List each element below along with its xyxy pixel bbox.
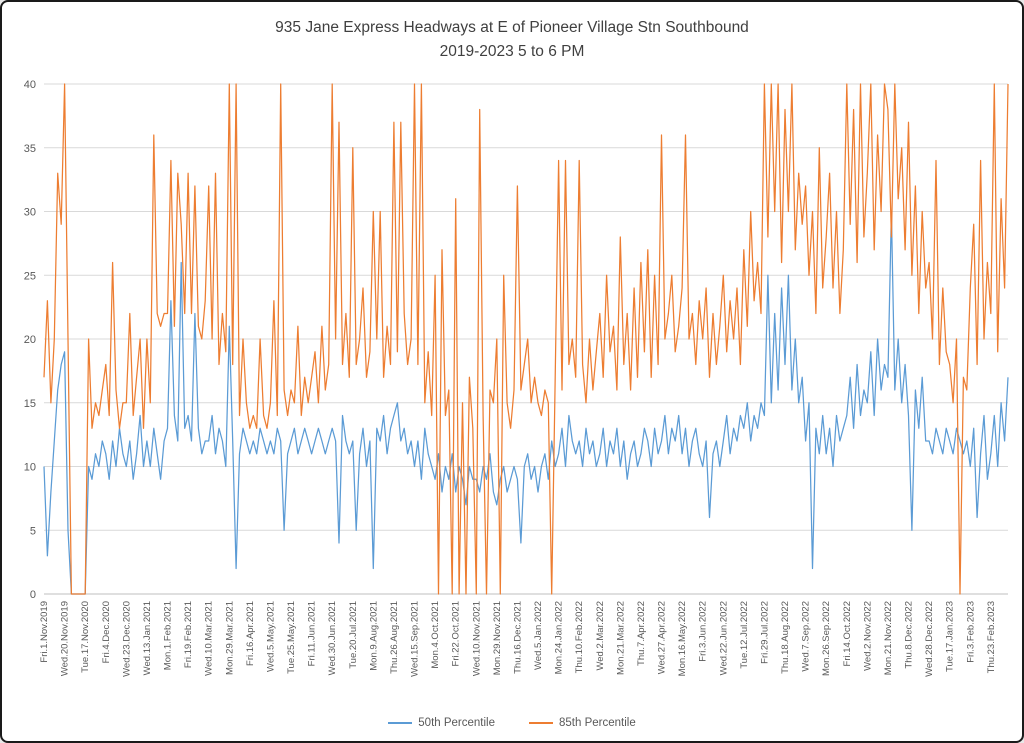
x-tick-label: Wed.7.Sep.2022 [801,601,812,672]
y-tick-label: 15 [24,398,36,410]
x-tick-label: Fri.14.Oct.2022 [842,601,853,666]
x-tick-label: Wed.30.Jun.2021 [327,601,338,675]
legend-item-50th-percentile: 50th Percentile [388,717,495,729]
series-line-50th [43,210,1009,595]
x-tick-label: Fri.3.Jun.2022 [698,601,709,662]
y-tick-label: 5 [30,525,36,537]
legend-label-85th: 85th Percentile [559,717,636,729]
y-tick-label: 35 [24,143,36,155]
x-tick-label: Wed.15.Sep.2021 [410,601,421,677]
x-tick-label: Wed.5.Jan.2022 [533,601,544,670]
y-tick-label: 20 [24,334,36,346]
x-tick-label: Fri.1.Nov.2019 [39,601,50,663]
x-tick-label: Fri.19.Feb.2021 [183,601,194,668]
x-tick-label: Thu.26.Aug.2021 [389,601,400,674]
x-tick-label: Wed.10.Nov.2021 [471,601,482,676]
x-tick-label: Mon.9.Aug.2021 [368,601,379,671]
x-tick-label: Thu.16.Dec.2021 [512,601,523,674]
x-tick-label: Wed.13.Jan.2021 [142,601,153,675]
x-tick-label: Wed.5.May.2021 [265,601,276,672]
chart-title-line1: 935 Jane Express Headways at E of Pionee… [275,19,749,36]
y-tick-label: 30 [24,207,36,219]
x-tick-label: Thu.10.Feb.2022 [574,601,585,673]
x-tick-label: Thu.8.Dec.2022 [904,601,915,669]
y-tick-label: 10 [24,462,36,474]
headways-line-chart: 0 5 10 15 20 25 30 35 40 Fri.1.Nov.2019 Wed.20.Nov… [24,79,1009,677]
x-tick-label: Tue.17.Nov.2020 [80,601,91,673]
y-tick-label: 25 [24,270,36,282]
x-tick-label: Fri.29.Jul.2022 [759,601,770,664]
x-tick-label: Wed.2.Mar.2022 [595,601,606,671]
legend-item-85th-percentile: 85th Percentile [529,717,636,729]
chart-title-line2: 2019-2023 5 to 6 PM [439,43,585,61]
legend-label-50th: 50th Percentile [418,717,495,729]
x-tick-label: Wed.23.Dec.2020 [121,601,132,677]
x-tick-label: Wed.27.Apr.2022 [657,601,668,674]
legend-line-sample-50th [388,722,413,724]
x-tick-label: Fri.16.Apr.2021 [245,601,256,666]
x-tick-label: Fri.3.Feb.2023 [965,601,976,663]
x-tick-label: Mon.24.Jan.2022 [554,601,565,674]
series-line-85th [43,83,1009,595]
x-tick-label: Wed.28.Dec.2022 [924,601,935,677]
x-tick-label: Wed.22.Jun.2022 [718,601,729,675]
x-tick-label: Tue.20.Jul.2021 [348,601,359,669]
x-tick-label: Wed.10.Mar.2021 [204,601,215,676]
y-tick-label: 40 [24,79,36,91]
x-tick-label: Tue.25.May.2021 [286,601,297,674]
y-tick-label: 0 [30,589,36,601]
x-tick-label: Thu.23.Feb.2023 [986,601,997,673]
x-tick-label: Mon.29.Mar.2021 [224,601,235,675]
x-tick-label: Tue.17.Jan.2023 [945,601,956,672]
legend-line-sample-85th [529,722,553,724]
chart-legend: 50th Percentile 85th Percentile [2,717,1022,729]
x-tick-label: Wed.2.Nov.2022 [862,601,873,671]
x-tick-label: Fri.22.Oct.2021 [451,601,462,666]
x-tick-label: Mon.21.Mar.2022 [615,601,626,675]
x-tick-label: Mon.21.Nov.2022 [883,601,894,675]
x-tick-label: Mon.1.Feb.2021 [163,601,174,670]
x-tick-label: Wed.20.Nov.2019 [60,601,71,676]
chart-title: 935 Jane Express Headways at E of Pionee… [2,16,1022,64]
x-tick-label: Thu.7.Apr.2022 [636,601,647,666]
x-tick-label: Thu.18.Aug.2022 [780,601,791,674]
x-tick-label: Fri.11.Jun.2021 [307,601,318,666]
x-tick-label: Mon.29.Nov.2021 [492,601,503,675]
x-tick-label: Mon.26.Sep.2022 [821,601,832,676]
x-tick-label: Fri.4.Dec.2020 [101,601,112,663]
x-tick-label: Mon.4.Oct.2021 [430,601,441,669]
x-tick-label: Tue.12.Jul.2022 [739,601,750,669]
x-tick-label: Mon.16.May.2022 [677,601,688,676]
